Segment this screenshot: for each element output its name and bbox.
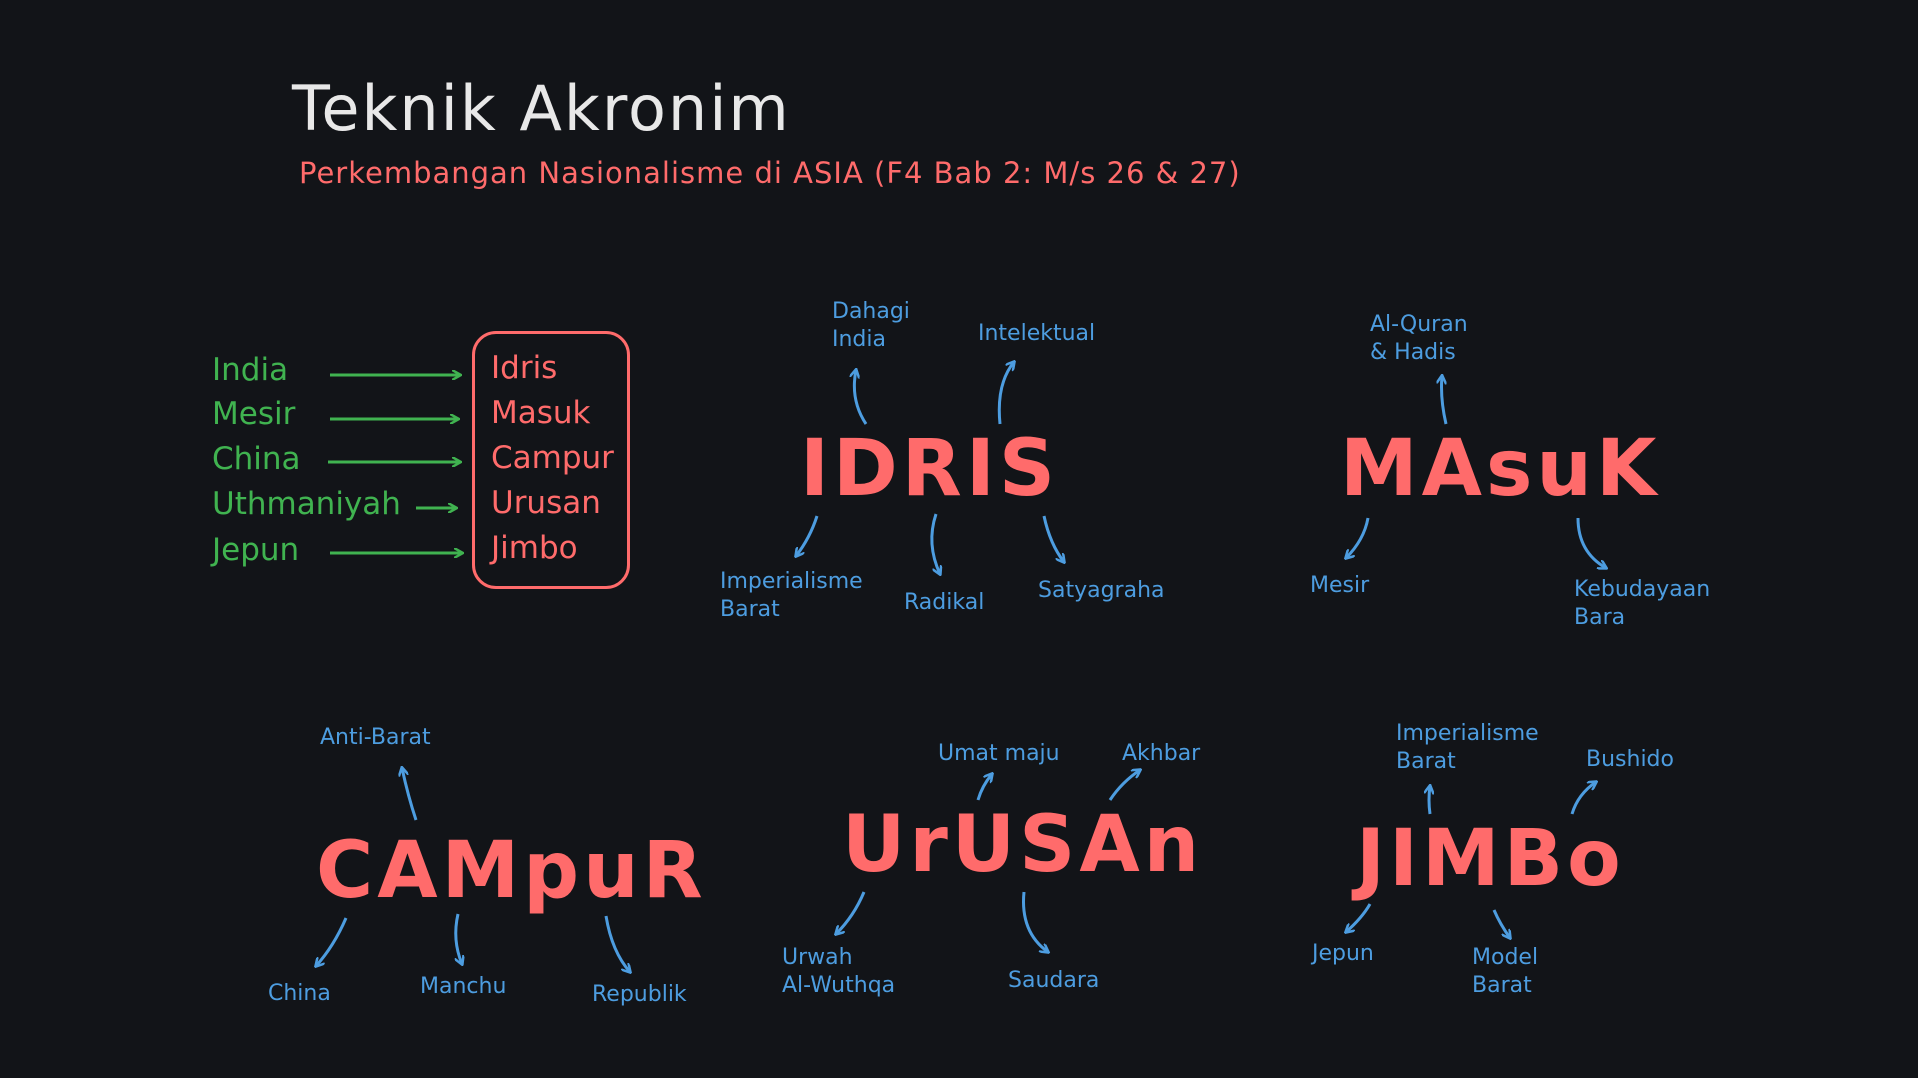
label-alquran-line2: & Hadis xyxy=(1370,340,1456,365)
page-title: Teknik Akronim xyxy=(292,72,791,145)
label-urwah-line2: Al-Wuthqa xyxy=(782,973,896,998)
label-radikal: Radikal xyxy=(904,590,985,615)
word-urusan: Urusan xyxy=(491,485,601,521)
label-anti-barat: Anti-Barat xyxy=(320,725,431,750)
arrow-jimbo-jepun xyxy=(1346,903,1372,932)
arrow-urusan-urwah xyxy=(836,891,866,934)
arrow-urusan-akhbar xyxy=(1108,770,1140,801)
label-imperialisme-line2: Barat xyxy=(720,597,780,622)
label-kebudayaan-bara: Kebudayaan Bara xyxy=(1574,576,1710,632)
label-model-line2: Barat xyxy=(1472,973,1532,998)
arrow-idris-dahagi xyxy=(854,370,868,425)
label-model-barat: Model Barat xyxy=(1472,944,1538,1000)
label-imperialisme-barat-jimbo: Imperialisme Barat xyxy=(1396,720,1539,776)
country-india: India xyxy=(212,352,289,388)
arrow-campur-antibarat xyxy=(402,768,418,821)
label-urwah-line1: Urwah xyxy=(782,945,853,970)
acronym-idris: IDRIS xyxy=(800,424,1060,514)
country-uthmaniyah: Uthmaniyah xyxy=(212,486,401,522)
label-mesir: Mesir xyxy=(1310,573,1370,598)
country-china: China xyxy=(212,441,301,477)
label-imperialisme-line1: Imperialisme xyxy=(720,569,863,594)
label-kebudayaan-line1: Kebudayaan xyxy=(1574,577,1711,602)
page-subtitle: Perkembangan Nasionalisme di ASIA (F4 Ba… xyxy=(299,156,1241,190)
label-dahagi-line1: Dahagi xyxy=(832,299,910,324)
label-jimbo-imperialisme-line1: Imperialisme xyxy=(1396,721,1539,746)
word-masuk: Masuk xyxy=(491,395,591,431)
label-jepun: Jepun xyxy=(1312,941,1374,966)
acronym-word-box xyxy=(472,331,630,589)
label-akhbar: Akhbar xyxy=(1122,741,1201,766)
arrow-jimbo-model xyxy=(1492,909,1510,938)
label-bushido: Bushido xyxy=(1586,747,1674,772)
label-alquran-line1: Al-Quran xyxy=(1370,312,1468,337)
arrow-campur-republik xyxy=(604,915,630,972)
arrow-masuk-mesir xyxy=(1346,517,1370,558)
label-dahagi-line2: India xyxy=(832,327,886,352)
arrow-idris-imperialisme xyxy=(796,515,819,556)
arrow-urusan-umat xyxy=(976,774,992,801)
label-jimbo-imperialisme-line2: Barat xyxy=(1396,749,1456,774)
arrow-jimbo-bushido xyxy=(1570,782,1596,815)
acronym-masuk: MAsuK xyxy=(1340,424,1661,514)
label-china: China xyxy=(268,981,331,1006)
label-dahagi: Dahagi India xyxy=(832,298,910,354)
arrow-masuk-kebudayaan xyxy=(1576,517,1606,568)
acronym-urusan: UrUSAn xyxy=(842,800,1204,890)
arrow-campur-manchu xyxy=(454,913,462,964)
arrow-masuk-alquran xyxy=(1442,376,1448,425)
arrow-urusan-saudara xyxy=(1022,891,1049,952)
label-umat-maju: Umat maju xyxy=(938,741,1060,766)
arrow-jimbo-imperialisme xyxy=(1429,786,1430,815)
label-manchu: Manchu xyxy=(420,974,507,999)
label-saudara: Saudara xyxy=(1008,968,1100,993)
label-intelektual: Intelektual xyxy=(978,321,1096,346)
label-republik: Republik xyxy=(592,982,687,1007)
label-kebudayaan-line2: Bara xyxy=(1574,605,1626,630)
label-alquran-hadis: Al-Quran & Hadis xyxy=(1370,311,1468,367)
arrow-idris-radikal xyxy=(930,513,940,574)
label-urwah-al-wuthqa: Urwah Al-Wuthqa xyxy=(782,944,895,1000)
label-satyagraha: Satyagraha xyxy=(1038,578,1165,603)
acronym-jimbo: JIMBo xyxy=(1356,814,1625,904)
word-idris: Idris xyxy=(491,350,558,386)
country-jepun: Jepun xyxy=(212,532,300,568)
label-model-line1: Model xyxy=(1472,945,1539,970)
country-mesir: Mesir xyxy=(212,396,296,432)
word-jimbo: Jimbo xyxy=(491,530,578,566)
acronym-campur: CAMpuR xyxy=(316,826,707,916)
arrow-idris-intelektual xyxy=(997,362,1014,425)
arrow-idris-satyagraha xyxy=(1042,515,1064,562)
label-imperialisme-barat: Imperialisme Barat xyxy=(720,568,863,624)
word-campur: Campur xyxy=(491,440,614,476)
arrow-campur-china xyxy=(316,917,348,966)
